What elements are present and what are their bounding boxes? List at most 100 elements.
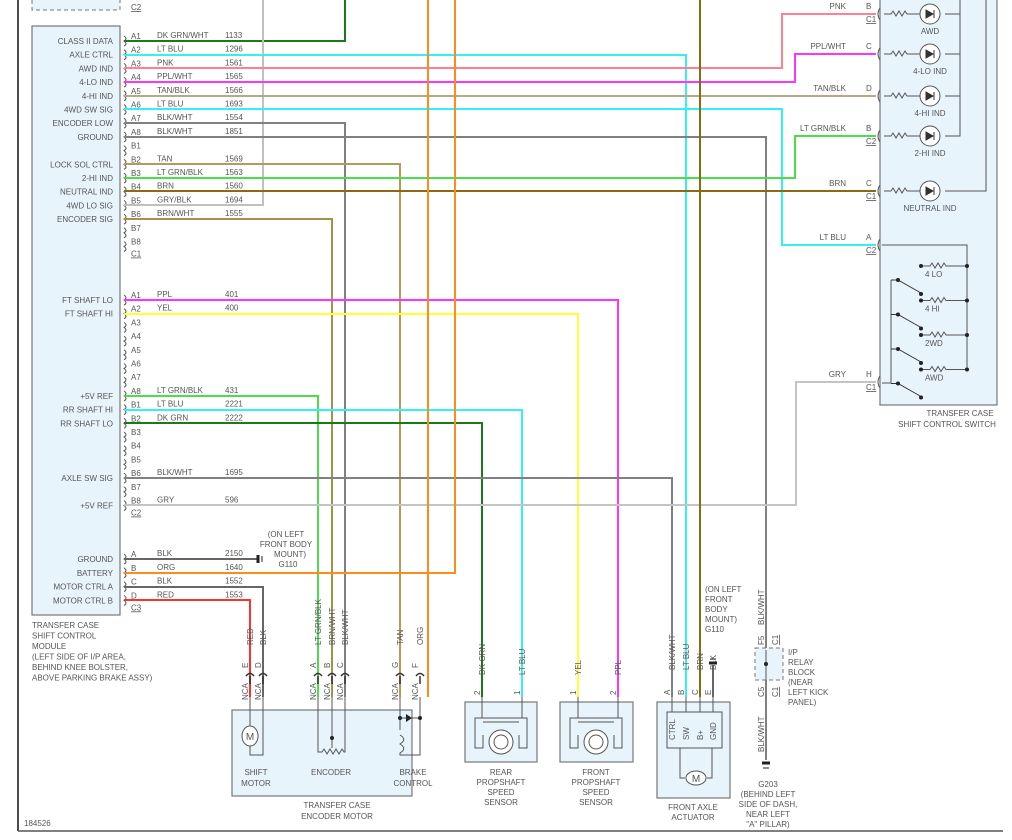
terminal-pin: A [866,233,872,242]
svg-text:MOUNT): MOUNT) [705,615,737,624]
resistor-icon [884,50,920,57]
wire-awd-ind[interactable] [124,13,876,69]
pin-wire-color: BLK [259,629,268,645]
circuit-number: 2221 [225,400,243,409]
circuit-number: 1133 [225,31,243,40]
svg-text:BLOCK: BLOCK [788,668,816,677]
wire-battery[interactable] [124,0,456,574]
pin-wire-color: LT GRN/BLK [314,598,323,645]
wire-ft-shaft-lo[interactable] [124,299,619,697]
terminal-icon [877,89,881,103]
switch-bus [945,0,987,192]
svg-text:I/P: I/P [788,648,798,657]
wire-axle-ctrl[interactable] [124,54,687,697]
nca-label: NCA [391,682,400,700]
circuit-number: 401 [225,290,239,299]
wire-class2-data[interactable] [124,0,346,42]
terminal-pin: D [866,84,872,93]
terminal-pin: B [866,2,871,11]
terminal-connector: C1 [866,383,877,392]
wire-motor-ctrl-a[interactable] [124,586,264,697]
figure-id: 184526 [24,819,51,828]
wire-ft-shaft-hi[interactable] [124,313,579,697]
terminal-connector: C2 [866,246,877,255]
terminal-pin: B [866,124,871,133]
terminal-icon [877,47,881,61]
terminal-wire: LT GRN/BLK [800,124,847,133]
actuator-motor-icon [685,770,707,786]
terminal-icon [877,375,881,389]
reluctor-icon [583,729,609,755]
wire-motor-ctrl-b[interactable] [124,599,251,697]
pin-connector-icon [415,672,425,684]
module-title-line: MODULE [32,642,66,651]
wire-rr-shaft-lo[interactable] [124,422,483,697]
nca-label: NCA [309,682,318,700]
svg-text:G110: G110 [705,625,725,634]
pin-terminal-icon [123,145,127,157]
resistor-icon [884,10,920,17]
pin-wire-color: BRN [696,653,705,670]
wire-ground-1851[interactable] [124,136,767,650]
svg-text:BODY: BODY [705,605,728,614]
indicator-leds: AWD 4-LO IND 4-HI IND 2-HI IND NEUTRAL IND [884,3,957,213]
sensor-title: SENSOR [484,798,518,807]
module-title-line: ABOVE PARKING BRAKE ASSY) [32,674,153,683]
pin-id: B [677,690,686,695]
pin-wire-color: DK GRN [478,644,487,675]
pin-wire-color: BLK/WHT [668,634,677,670]
pin-terminal-icon [123,376,127,388]
wire-5v-ref-596[interactable] [124,381,876,506]
pin-id: D [254,662,263,668]
connector-pin-row: B7 [123,483,141,498]
wire-color-label: PNK [157,58,174,67]
wire-4lo-ind[interactable] [124,53,876,83]
position-label: AWD [925,374,944,383]
shift-motor-label-1: SHIFT [244,768,267,777]
wire-2hi-ind[interactable] [124,135,876,179]
pin-signal: NEUTRAL IND [60,188,113,197]
pin-id: F [411,663,420,668]
svg-text:(NEAR: (NEAR [788,678,813,687]
wire-color-label: PPL/WHT [157,72,193,81]
wire-5v-ref-431[interactable] [124,395,319,697]
pin-signal: FT SHAFT LO [62,296,113,305]
svg-text:LEFT KICK: LEFT KICK [788,688,829,697]
wire-color-label: LT GRN/BLK [157,168,204,177]
svg-text:M: M [692,774,700,785]
pin-wire-color: LT BLU [682,643,691,670]
svg-text:FRONT BODY: FRONT BODY [260,540,313,549]
pin-signal: +5V REF [80,502,113,511]
wire-encoder-sig[interactable] [124,218,333,697]
indicator-label: AWD [921,27,940,36]
diode-icon [925,131,935,141]
nca-label: NCA [336,682,345,700]
pin-signal: ENCODER LOW [53,119,114,128]
circuit-number: 1566 [225,86,243,95]
ground-g110-module: (ON LEFT FRONT BODY MOUNT) G110 [256,530,313,569]
transfer-case-encoder-motor [231,709,413,797]
wire-color-label: LT BLU [157,400,184,409]
reluctor-icon [488,729,514,755]
pin-id: A6 [131,360,141,369]
wire-color-label: LT BLU [157,100,184,109]
wire-lock-sol-ctrl[interactable] [124,163,401,697]
indicator-label: 2-HI IND [914,149,945,158]
pin-id: A2 [131,305,141,314]
pin-id: B8 [131,497,141,506]
svg-text:(ON LEFT: (ON LEFT [705,585,742,594]
pin-signal: RR SHAFT HI [63,406,113,415]
wire-rr-shaft-hi[interactable] [124,409,523,697]
wire-axle-sw-sig[interactable] [124,477,673,697]
pin-signal: 2-HI IND [82,174,113,183]
svg-text:G203: G203 [758,780,778,789]
ip-relay-block: F5 C1 C5 C1 BLK/WHT BLK/WHT I/P RELAY BL… [754,589,829,752]
pin-id: A [309,662,318,668]
pin-connector-icon [245,672,255,684]
terminal-connector: C1 [866,15,877,24]
connector-pin-row: B8 [123,238,141,252]
circuit-number: 400 [225,304,239,313]
svg-text:MOUNT): MOUNT) [274,550,306,559]
terminal-pin: C [866,179,872,188]
connector-pin-row: B3 [123,428,141,443]
